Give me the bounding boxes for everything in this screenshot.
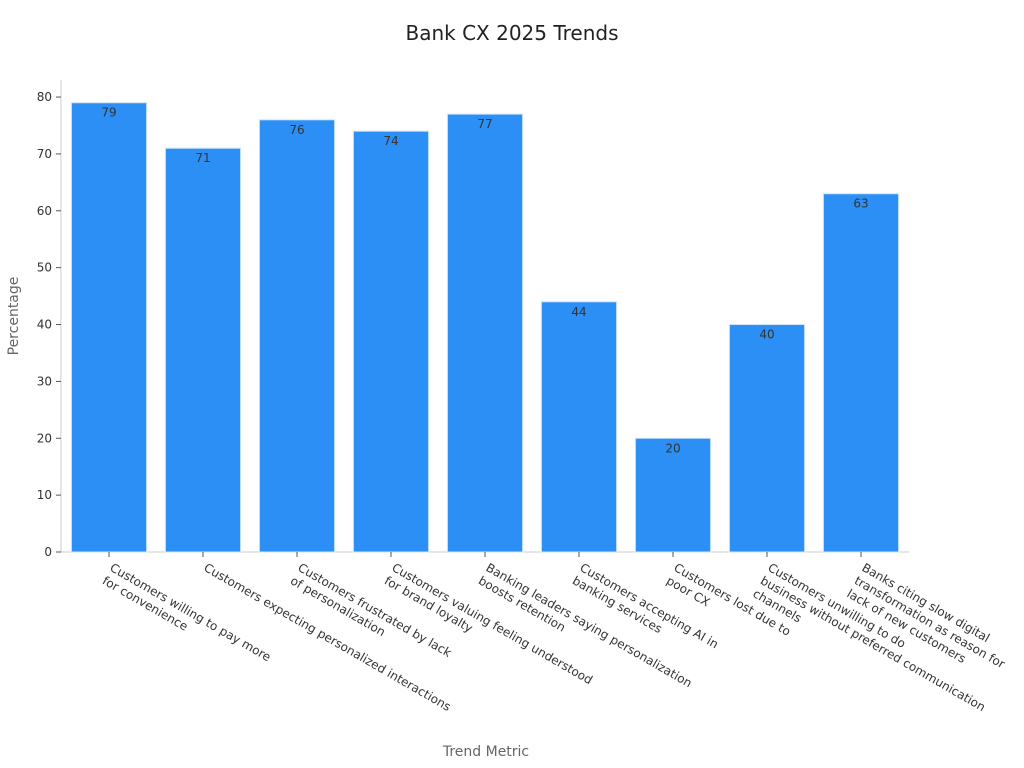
data-label: 63	[853, 197, 868, 211]
bar	[70, 102, 148, 553]
bar	[822, 193, 900, 553]
bar	[540, 301, 618, 553]
data-label: 74	[383, 134, 398, 148]
bar	[258, 119, 336, 553]
y-tick-label: 10	[37, 488, 52, 502]
y-axis-title: Percentage	[6, 277, 22, 356]
bar	[446, 113, 524, 553]
bar	[634, 437, 712, 553]
bar	[728, 324, 806, 553]
data-label: 71	[195, 151, 210, 165]
x-axis-title: Trend Metric	[442, 744, 529, 760]
y-tick-label: 30	[37, 374, 52, 388]
x-tick-label: Customers willing to pay morefor conveni…	[100, 560, 273, 677]
bar	[164, 147, 242, 553]
x-tick-label-line: Customers willing to pay more	[108, 560, 274, 664]
y-tick-label: 0	[44, 545, 52, 559]
data-label: 79	[101, 106, 116, 120]
y-tick-label: 60	[37, 204, 52, 218]
y-tick-label: 40	[37, 318, 52, 332]
y-tick-label: 20	[37, 431, 52, 445]
data-label: 44	[571, 305, 586, 319]
data-label: 77	[477, 117, 492, 131]
y-tick-label: 80	[37, 90, 52, 104]
data-label: 40	[759, 328, 774, 342]
data-label: 20	[665, 441, 680, 455]
data-label: 76	[289, 123, 304, 137]
bar	[352, 130, 430, 553]
y-tick-label: 50	[37, 261, 52, 275]
y-tick-label: 70	[37, 147, 52, 161]
chart-title: Bank CX 2025 Trends	[405, 21, 618, 45]
plot-area: 0 10 20 30 40 50 60 70 80 79 Customers willing to …	[37, 80, 1007, 714]
